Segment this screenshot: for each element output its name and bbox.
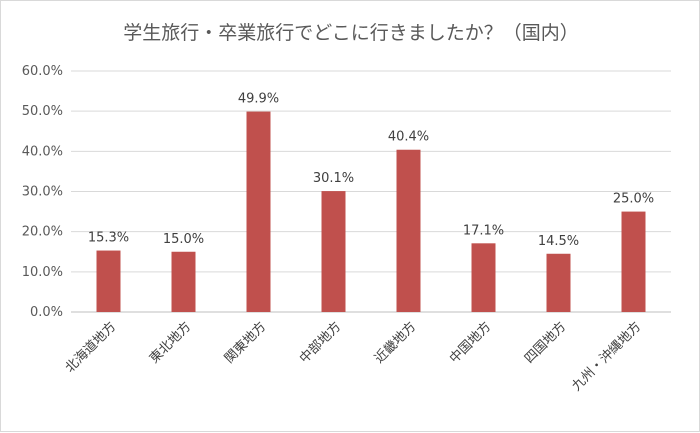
category-label: 九州・沖縄地方: [569, 319, 645, 395]
bar: [246, 111, 271, 313]
y-tick-label: 30.0%: [22, 185, 63, 200]
y-axis-ticks: 0.0% 10.0% 20.0% 30.0% 40.0% 50.0% 60.0%: [22, 64, 63, 320]
category-label: 東北地方: [146, 319, 194, 367]
data-label: 15.3%: [88, 231, 129, 246]
bars: [96, 111, 646, 313]
category-labels: 北海道地方 東北地方 関東地方 中部地方 近畿地方 中国地方 四国地方 九州・沖縄地方: [62, 319, 644, 395]
y-tick-label: 50.0%: [22, 104, 63, 119]
y-tick-label: 10.0%: [22, 265, 63, 280]
data-label: 14.5%: [538, 234, 579, 249]
data-label: 17.1%: [463, 223, 504, 238]
bar: [396, 149, 421, 312]
data-labels: 15.3% 15.0% 49.9% 30.1% 40.4% 17.1% 14.5% 25.0%: [88, 92, 654, 249]
category-label: 中部地方: [296, 319, 344, 367]
bar: [96, 250, 121, 312]
data-label: 49.9%: [238, 92, 279, 107]
y-tick-label: 40.0%: [22, 144, 63, 159]
bar: [321, 191, 346, 312]
data-label: 30.1%: [313, 171, 354, 186]
gridlines: [71, 70, 671, 313]
y-tick-label: 20.0%: [22, 225, 63, 240]
category-label: 北海道地方: [62, 319, 119, 376]
chart-title: 学生旅行・卒業旅行でどこに行きましたか？（国内）: [123, 22, 578, 44]
bar: [546, 253, 571, 312]
data-label: 40.4%: [388, 130, 429, 145]
bar: [621, 211, 646, 312]
category-label: 四国地方: [521, 319, 569, 367]
data-label: 25.0%: [613, 192, 654, 207]
category-label: 関東地方: [221, 319, 269, 367]
bar: [171, 251, 196, 312]
category-label: 中国地方: [446, 319, 494, 367]
y-tick-label: 60.0%: [22, 64, 63, 79]
bar: [471, 243, 496, 312]
category-label: 近畿地方: [371, 319, 419, 367]
data-label: 15.0%: [163, 232, 204, 247]
y-tick-label: 0.0%: [30, 305, 63, 320]
